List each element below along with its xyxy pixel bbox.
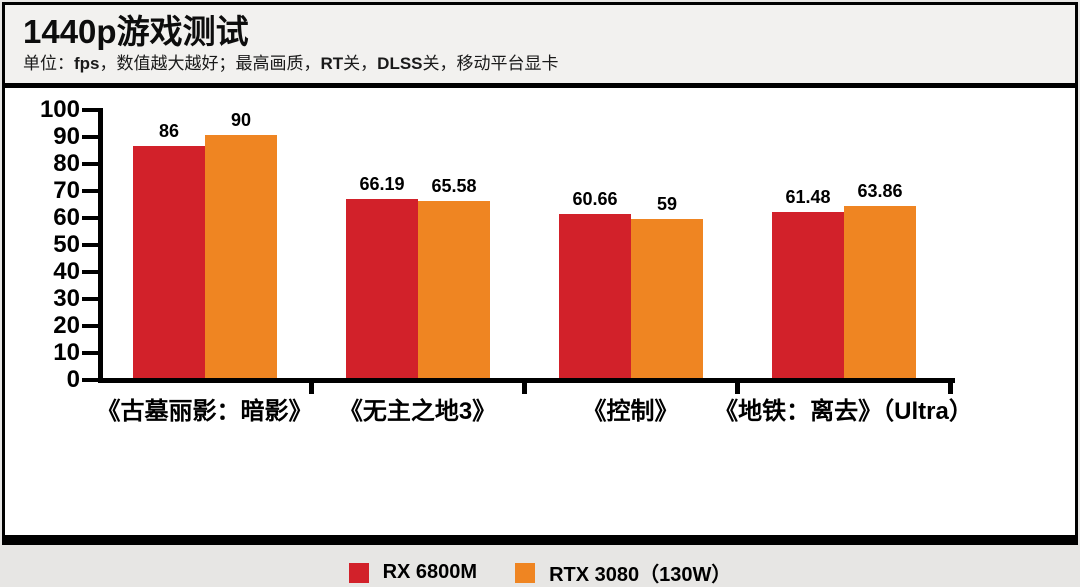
chart-subtitle: 单位：fps，数值越大越好；最高画质，RT关，DLSS关，移动平台显卡 xyxy=(23,52,1075,75)
x-category-label: 《古墓丽影：暗影》 xyxy=(96,398,313,425)
y-axis-tick-label: 70 xyxy=(53,177,80,204)
y-axis-tick xyxy=(82,324,98,328)
subtitle-segment: fps xyxy=(74,54,100,73)
bar-RX-6800M-0 xyxy=(133,146,205,378)
legend-swatch xyxy=(515,562,536,583)
legend-item: RX 6800M xyxy=(348,561,478,584)
y-axis-tick xyxy=(82,378,98,382)
y-axis-tick xyxy=(82,189,98,193)
y-axis-tick xyxy=(82,162,98,166)
subtitle-segment: RT xyxy=(320,54,344,73)
x-axis-tick xyxy=(522,378,527,394)
bar-RTX-3080（130W）-0 xyxy=(205,135,277,378)
x-category-label: 《地铁：离去》（Ultra） xyxy=(714,398,973,425)
bar-RX-6800M-2 xyxy=(559,214,631,378)
legend-swatch xyxy=(348,562,369,583)
y-axis-tick xyxy=(82,297,98,301)
y-axis-tick-label: 20 xyxy=(53,312,80,339)
x-axis-tick xyxy=(309,378,314,394)
bar-RTX-3080（130W）-1 xyxy=(418,201,490,378)
bar-value-label: 90 xyxy=(230,110,252,130)
x-axis-tick xyxy=(735,378,740,394)
y-axis-tick-label: 100 xyxy=(39,96,80,123)
subtitle-segment: 单位： xyxy=(23,54,74,73)
subtitle-segment: ，数值越大越好；最高画质， xyxy=(99,54,321,73)
subtitle-segment: 关，移动平台显卡 xyxy=(422,54,559,73)
y-axis-tick-label: 60 xyxy=(53,204,80,231)
bar-value-label: 61.48 xyxy=(785,187,831,207)
y-axis-tick-label: 30 xyxy=(53,285,80,312)
x-axis-tick xyxy=(948,378,953,394)
legend-label: RTX 3080（130W） xyxy=(549,564,732,586)
legend-item: RTX 3080（130W） xyxy=(515,558,731,587)
chart-title: 1440p游戏测试 xyxy=(23,13,249,50)
plot-wrapper: 0 10 20 30 40 50 60 70 80 90 100 86 66.19 60.66 61.48 9… xyxy=(5,88,1075,587)
bar-value-label: 86 xyxy=(158,121,180,141)
legend-label: RX 6800M xyxy=(382,561,478,583)
y-axis-tick xyxy=(82,270,98,274)
chart-header: 1440p游戏测试 单位：fps，数值越大越好；最高画质，RT关，DLSS关，移… xyxy=(5,5,1075,88)
bar-RX-6800M-3 xyxy=(772,212,844,378)
bar-RX-6800M-1 xyxy=(346,199,418,378)
y-axis-tick-label: 0 xyxy=(66,366,80,393)
y-axis-tick-label: 80 xyxy=(53,150,80,177)
bar-RTX-3080（130W）-2 xyxy=(631,219,703,378)
bar-value-label: 60.66 xyxy=(572,189,618,209)
bar-RTX-3080（130W）-3 xyxy=(844,206,916,378)
subtitle-segment: 关， xyxy=(343,54,378,73)
y-axis-tick-label: 10 xyxy=(53,339,80,366)
y-axis-tick-label: 50 xyxy=(53,231,80,258)
bar-value-label: 63.86 xyxy=(857,181,903,201)
subtitle-segment: DLSS xyxy=(377,54,423,73)
y-axis-tick-label: 40 xyxy=(53,258,80,285)
bar-value-label: 65.58 xyxy=(431,176,477,196)
y-axis-tick xyxy=(82,108,98,112)
y-axis-tick xyxy=(82,351,98,355)
bar-value-label: 59 xyxy=(656,194,678,214)
plot-area: 0 10 20 30 40 50 60 70 80 90 100 86 66.19 60.66 61.48 9… xyxy=(5,88,1075,535)
legend: RX 6800M RTX 3080（130W） xyxy=(5,558,1075,587)
x-category-label: 《无主之地3》 xyxy=(338,398,497,425)
y-axis-tick xyxy=(82,243,98,247)
x-category-label: 《控制》 xyxy=(582,398,679,425)
y-axis-line xyxy=(98,108,103,383)
bar-value-label: 66.19 xyxy=(359,174,405,194)
y-axis-tick xyxy=(82,135,98,139)
y-axis-tick-label: 90 xyxy=(53,123,80,150)
y-axis-tick xyxy=(82,216,98,220)
